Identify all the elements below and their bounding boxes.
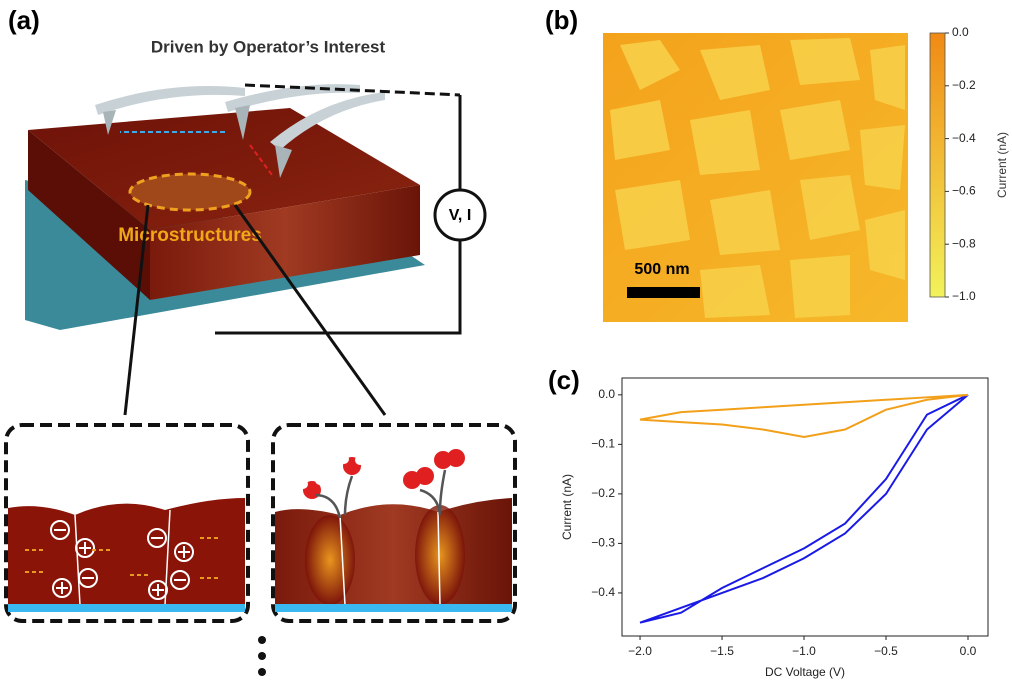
region-label: Microstructures <box>118 225 262 246</box>
y-tick-label: −0.4 <box>591 585 615 599</box>
x-axis-label: DC Voltage (V) <box>765 665 845 679</box>
y-tick-label: 0.0 <box>598 387 615 401</box>
x-tick-label: −1.0 <box>792 644 816 658</box>
colorbar-tick-label: −0.4 <box>952 131 976 145</box>
x-tick-label: −1.5 <box>710 644 734 658</box>
figure: (a) Driven by Operator’s Interest Micros… <box>0 0 1012 684</box>
x-tick-label: 0.0 <box>960 644 977 658</box>
panel-c: (c) DC Voltage (V) Current (nA) 0.0 −0.1 −… <box>548 365 988 679</box>
electrode <box>275 604 512 612</box>
colorbar-tick-label: 0.0 <box>952 25 969 39</box>
y-tick-label: −0.1 <box>591 437 615 451</box>
colorbar <box>930 33 945 297</box>
data-line <box>640 395 968 623</box>
meter-label: V, I <box>449 207 472 224</box>
colorbar-tick-label: −0.2 <box>952 78 976 92</box>
colorbar-label: Current (nA) <box>995 132 1009 198</box>
scale-label: 500 nm <box>634 261 689 278</box>
colorbar-tick-label: −1.0 <box>952 289 976 303</box>
panel-label: (b) <box>545 5 578 35</box>
panel-b: (b) 500 nm Current (nA) <box>545 5 1009 322</box>
data-line <box>640 395 968 437</box>
grain-section <box>8 498 245 605</box>
glow <box>305 515 355 605</box>
y-tick-label: −0.3 <box>591 536 615 550</box>
plot-frame <box>622 378 988 636</box>
colorbar-tick-label: −0.8 <box>952 236 976 250</box>
scale-bar <box>627 287 700 298</box>
ellipsis <box>258 636 266 676</box>
title: Driven by Operator’s Interest <box>151 37 386 56</box>
panel-label: (c) <box>548 365 580 395</box>
electrode <box>8 604 245 612</box>
y-tick-label: −0.2 <box>591 486 615 500</box>
y-axis-label: Current (nA) <box>560 474 574 540</box>
x-tick-label: −2.0 <box>628 644 652 658</box>
x-tick-label: −0.5 <box>874 644 898 658</box>
panel-label: (a) <box>8 5 40 35</box>
region-ellipse <box>130 174 250 210</box>
panel-a: (a) Driven by Operator’s Interest Micros… <box>6 5 515 676</box>
colorbar-tick-label: −0.6 <box>952 184 976 198</box>
